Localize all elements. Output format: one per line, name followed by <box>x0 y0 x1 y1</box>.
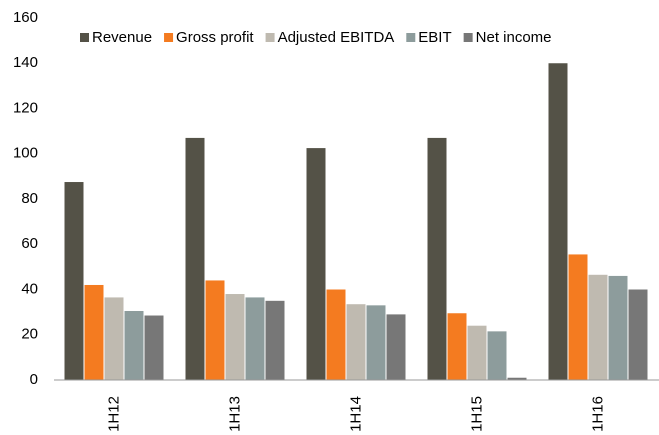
x-tick-label: 1H14 <box>347 396 364 432</box>
legend-label: Net income <box>476 29 552 46</box>
y-tick-label: 120 <box>13 99 38 116</box>
bar <box>467 325 487 380</box>
bar <box>225 294 245 380</box>
y-tick-label: 140 <box>13 54 38 71</box>
x-tick-label: 1H13 <box>226 396 243 432</box>
legend-label: Revenue <box>92 29 152 46</box>
legend-label: Gross profit <box>176 29 254 46</box>
bar <box>306 148 326 380</box>
bar <box>588 274 608 380</box>
legend-swatch <box>164 33 174 42</box>
bar <box>326 289 346 380</box>
y-tick-label: 0 <box>30 371 38 388</box>
y-tick-label: 100 <box>13 145 38 162</box>
bar <box>608 275 628 380</box>
bar <box>245 297 265 380</box>
x-tick-label: 1H16 <box>589 396 606 432</box>
legend-label: EBIT <box>418 29 451 46</box>
y-tick-label: 60 <box>21 235 38 252</box>
bar <box>366 305 386 380</box>
bar <box>487 331 507 380</box>
bar <box>64 182 84 380</box>
bar <box>144 315 164 380</box>
legend-swatch <box>406 33 416 42</box>
x-tick-label: 1H15 <box>468 396 485 432</box>
y-tick-label: 40 <box>21 280 38 297</box>
bar <box>548 63 568 380</box>
y-tick-label: 160 <box>13 9 38 26</box>
bar <box>447 313 467 380</box>
bar <box>104 297 124 380</box>
bar <box>205 280 225 380</box>
bar <box>265 300 285 380</box>
bar <box>84 284 104 380</box>
bar <box>386 314 406 380</box>
bar <box>427 137 447 380</box>
x-tick-label: 1H12 <box>105 396 122 432</box>
bar <box>185 137 205 380</box>
y-tick-label: 20 <box>21 326 38 343</box>
bar <box>507 377 527 380</box>
legend-swatch <box>265 33 275 42</box>
bar <box>628 289 648 380</box>
legend-label: Adjusted EBITDA <box>278 29 395 46</box>
bar <box>346 304 366 380</box>
y-tick-label: 80 <box>21 190 38 207</box>
legend-swatch <box>80 33 89 42</box>
legend-swatch <box>463 33 473 42</box>
bar <box>124 310 144 380</box>
bar <box>568 254 588 380</box>
